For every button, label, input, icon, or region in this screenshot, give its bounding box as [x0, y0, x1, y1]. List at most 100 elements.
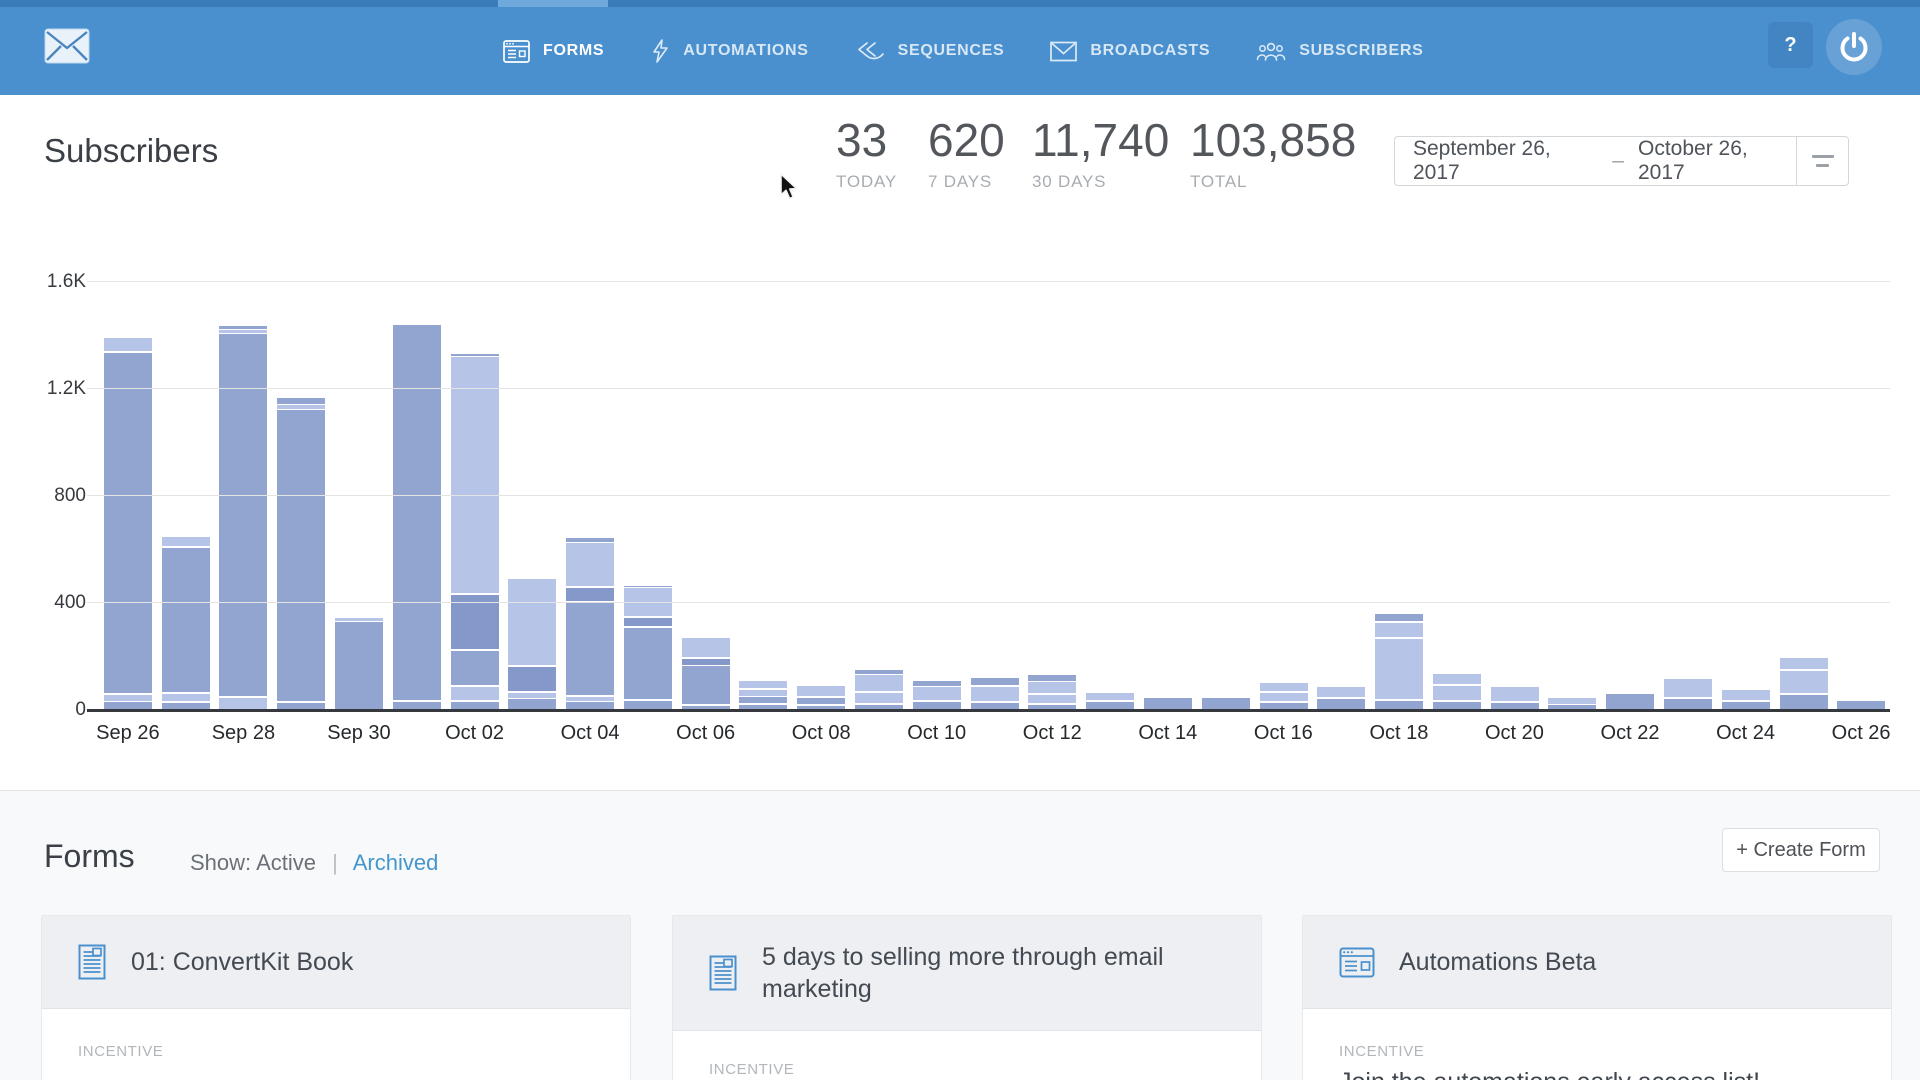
y-axis-label: 1.2K: [46, 378, 86, 399]
bar-segment: [970, 703, 1019, 710]
app-logo-envelope-icon[interactable]: [44, 28, 90, 64]
bar-segment: [912, 680, 961, 688]
bar-segment: [1086, 701, 1135, 710]
chart-bar-oct-17[interactable]: [1317, 687, 1366, 710]
chart-bar-slot: [850, 282, 908, 710]
incentive-label: INCENTIVE: [78, 1043, 164, 1060]
bar-segment: [681, 659, 730, 666]
chart-bar-slot: [1197, 282, 1255, 710]
chart-bar-oct-09[interactable]: [855, 669, 904, 710]
bar-segment: [623, 588, 672, 618]
chart-bar-sep-27[interactable]: [161, 537, 210, 710]
nav-tab-broadcasts[interactable]: BROADCASTS: [1050, 41, 1210, 62]
x-axis-label: Oct 06: [676, 722, 736, 744]
reply-arrows-icon: [857, 42, 884, 60]
nav-tab-label: FORMS: [543, 42, 605, 59]
chart-bar-oct-20[interactable]: [1490, 687, 1539, 710]
form-card-header[interactable]: Automations Beta: [1303, 916, 1891, 1009]
chart-bar-oct-03[interactable]: [508, 578, 557, 710]
bar-segment: [1490, 687, 1539, 704]
bar-segment: [912, 687, 961, 702]
nav-tab-subscribers[interactable]: SUBSCRIBERS: [1256, 40, 1423, 62]
lightning-icon: [653, 39, 669, 63]
chart-bar-oct-15[interactable]: [1201, 697, 1250, 710]
chart-bar-oct-05[interactable]: [623, 585, 672, 710]
bar-segment: [739, 680, 788, 690]
chart-bar-oct-22[interactable]: [1606, 693, 1655, 710]
chart-bar-oct-07[interactable]: [739, 680, 788, 710]
chart-bar-oct-24[interactable]: [1721, 689, 1770, 710]
chart-bar-sep-29[interactable]: [277, 398, 326, 710]
date-range-picker[interactable]: September 26, 2017 – October 26, 2017: [1394, 136, 1849, 186]
bar-segment: [623, 700, 672, 710]
power-icon: [1840, 32, 1868, 62]
bar-segment: [566, 701, 615, 710]
date-range-end: October 26, 2017: [1637, 137, 1748, 184]
chart-bar-slot: [388, 282, 446, 710]
chart-bar-oct-04[interactable]: [566, 537, 615, 710]
nav-tab-sequences[interactable]: SEQUENCES: [855, 40, 1005, 62]
chart-bar-oct-10[interactable]: [912, 680, 961, 710]
chart-bar-oct-11[interactable]: [970, 677, 1019, 710]
stat-30days: 11,740 30 DAYS: [1032, 112, 1169, 192]
chart-bar-slot: [561, 282, 619, 710]
chart-bar-oct-21[interactable]: [1548, 697, 1597, 710]
chart-bar-oct-26[interactable]: [1837, 700, 1886, 710]
chart-bar-sep-26[interactable]: [103, 338, 152, 710]
navbar-top-strip: [0, 0, 1920, 7]
chart-bar-slot: [792, 282, 850, 710]
filter-lines-icon: [1816, 164, 1829, 167]
bar-segment: [1028, 681, 1077, 696]
top-navbar: FORMS AUTOMATIONS SEQUENCES: [0, 0, 1920, 95]
chart-bar-slot: [966, 282, 1024, 710]
form-card-title: 01: ConvertKit Book: [131, 947, 354, 976]
mouse-cursor: [780, 173, 798, 200]
create-form-button[interactable]: + Create Form: [1722, 828, 1880, 872]
bar-segment: [103, 338, 152, 353]
form-card-convertkit-book[interactable]: 01: ConvertKit Book INCENTIVE: [41, 915, 631, 1080]
chart-bar-oct-19[interactable]: [1432, 673, 1481, 710]
bar-segment: [277, 410, 326, 704]
nav-tab-forms[interactable]: FORMS: [503, 39, 605, 63]
filter-active[interactable]: Active: [256, 850, 316, 875]
bar-segment: [970, 677, 1019, 688]
chart-bar-oct-02[interactable]: [450, 354, 499, 710]
filter-archived-link[interactable]: Archived: [352, 850, 439, 875]
nav-tab-label: SUBSCRIBERS: [1299, 42, 1424, 59]
chart-bar-oct-14[interactable]: [1143, 697, 1192, 710]
chart-bar-oct-01[interactable]: [392, 324, 441, 710]
chart-bar-oct-12[interactable]: [1028, 675, 1077, 710]
bar-segment: [739, 689, 788, 697]
chart-bar-oct-08[interactable]: [797, 685, 846, 710]
chart-bar-oct-06[interactable]: [681, 637, 730, 710]
bar-segment: [1028, 695, 1077, 705]
logout-power-button[interactable]: [1826, 19, 1882, 75]
form-card-automations-beta[interactable]: Automations Beta INCENTIVE Join the auto…: [1302, 915, 1892, 1080]
bar-segment: [797, 706, 846, 710]
chart-bar-sep-28[interactable]: [219, 326, 268, 710]
bar-segment: [508, 667, 557, 693]
bar-segment: [739, 704, 788, 710]
bar-segment: [1201, 697, 1250, 710]
chart-bar-oct-13[interactable]: [1086, 692, 1135, 710]
chart-bar-oct-23[interactable]: [1663, 679, 1712, 710]
chart-bar-slot: [157, 282, 215, 710]
incentive-label: INCENTIVE: [709, 1061, 795, 1078]
form-card-header[interactable]: 01: ConvertKit Book: [42, 916, 630, 1009]
nav-tab-automations[interactable]: AUTOMATIONS: [650, 39, 808, 63]
bar-segment: [161, 548, 210, 694]
bar-segment: [1317, 699, 1366, 710]
chart-bar-oct-16[interactable]: [1259, 683, 1308, 710]
nav-tab-label: SEQUENCES: [897, 42, 1005, 59]
form-card-5-days-email-marketing[interactable]: 5 days to selling more through email mar…: [672, 915, 1262, 1080]
bar-segment: [1317, 687, 1366, 700]
chart-bar-oct-25[interactable]: [1779, 657, 1828, 710]
chart-bar-oct-18[interactable]: [1375, 613, 1424, 710]
x-axis-label: Sep 30: [327, 722, 391, 744]
date-range-filter-button[interactable]: [1796, 137, 1848, 185]
bar-segment: [103, 695, 152, 702]
form-card-header[interactable]: 5 days to selling more through email mar…: [673, 916, 1261, 1031]
bar-segment: [1375, 700, 1424, 710]
chart-bar-sep-30[interactable]: [335, 617, 384, 710]
help-button[interactable]: ?: [1768, 22, 1813, 68]
